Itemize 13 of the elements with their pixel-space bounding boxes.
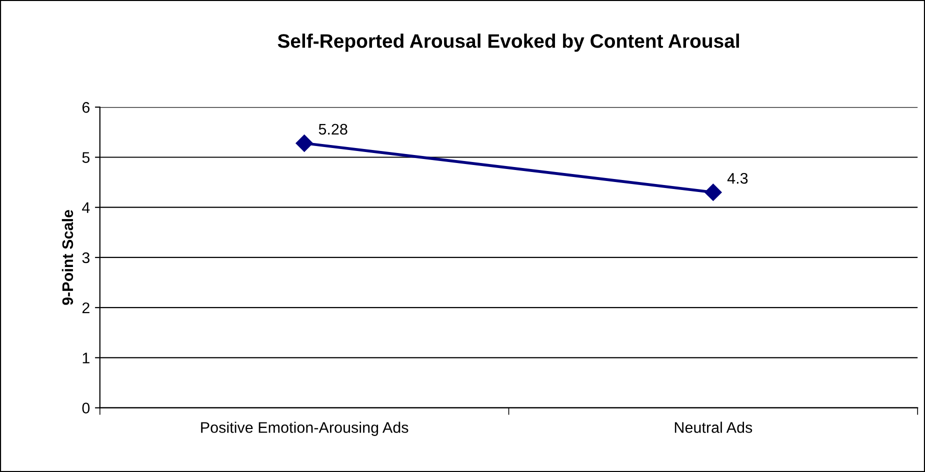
- y-tick-label: 0: [82, 402, 90, 414]
- y-tick-label: 1: [82, 352, 90, 364]
- x-tick-label: Positive Emotion-Arousing Ads: [201, 422, 408, 436]
- y-tick-label: 2: [82, 302, 90, 314]
- y-tick-label: 6: [82, 102, 90, 113]
- y-tick-label: 3: [82, 252, 90, 264]
- chart-title: Self-Reported Arousal Evoked by Content Arousal: [278, 34, 739, 52]
- y-tick-label: 5: [82, 152, 90, 163]
- y-tick-label: 4: [82, 202, 90, 213]
- data-label: 4.3: [727, 172, 748, 184]
- x-tick-label: Neutral Ads: [674, 422, 752, 433]
- y-axis-title: 9-Point Scale: [62, 210, 74, 305]
- data-label: 5.28: [318, 124, 348, 135]
